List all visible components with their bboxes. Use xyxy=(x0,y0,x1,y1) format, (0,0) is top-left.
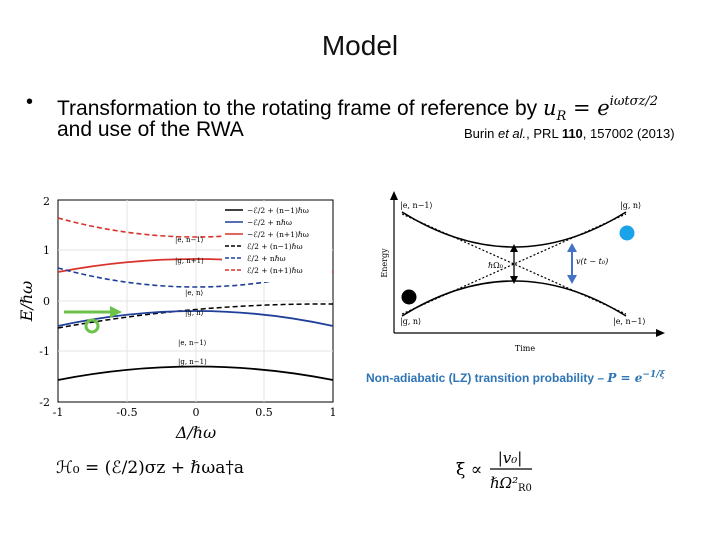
ref-volume: 110 xyxy=(561,126,583,141)
gap-label: ℏΩ₀ xyxy=(488,261,503,270)
xtick-05: 0.5 xyxy=(255,406,273,419)
lz-label-text: Non-adiabatic (LZ) transition probabilit… xyxy=(366,371,608,385)
velocity-arrow-bottom xyxy=(567,275,577,284)
curve-solid-black xyxy=(57,365,334,381)
bullet-line-1: Transformation to the rotating frame of … xyxy=(57,88,658,131)
ytick-m2: -2 xyxy=(39,396,50,409)
right-plot-ylabel: Energy xyxy=(380,248,389,278)
state-label-6: |g, n−1⟩ xyxy=(178,358,207,366)
left-plot-ylabel: E/ℏω xyxy=(17,281,36,322)
ytick-m1: -1 xyxy=(39,345,50,358)
legend-entry-5: ℰ/2 + nℏω xyxy=(247,254,286,263)
state-label-1: |e, n−1⟩ xyxy=(175,236,204,244)
gap-arrow-bottom xyxy=(510,276,518,284)
ref-journal: , PRL xyxy=(526,126,562,141)
lz-label-exp: −1/ξ xyxy=(642,370,665,380)
ref-rest: , 157002 (2013) xyxy=(582,126,675,141)
legend-entry-3: −ℰ/2 + (n+1)ℏω xyxy=(247,230,309,239)
xtick-1: 1 xyxy=(330,406,337,419)
adiabatic-upper xyxy=(401,211,627,248)
rotation-operator-sub: R xyxy=(556,109,567,124)
xtick-m05: -0.5 xyxy=(116,406,137,419)
right-plot-xlabel: Time xyxy=(515,344,535,353)
ytick-2: 2 xyxy=(43,195,50,208)
legend-entry-1: −ℰ/2 + (n−1)ℏω xyxy=(247,206,309,215)
rp-bottom-right-state: |e, n−1⟩ xyxy=(613,317,646,326)
left-plot-xlabel: Δ/ℏω xyxy=(175,423,216,442)
curve-dashed-black xyxy=(57,303,334,329)
landau-zener-diagram: Energy Time ℏΩ₀ v(t − t₀) |e, n−1⟩ |g, n… xyxy=(380,191,665,353)
state-label-2: |g, n+1⟩ xyxy=(175,257,204,265)
state-label-3: |e, n⟩ xyxy=(185,289,203,297)
rotation-operator-eq: = e xyxy=(566,96,610,120)
lz-label-math: P = e xyxy=(607,371,643,385)
xi-denominator-sub: R0 xyxy=(518,483,532,494)
bullet-line-2: and use of the RWA xyxy=(57,118,244,141)
xtick-m1: -1 xyxy=(53,406,64,419)
xi-formula: ξ ∝ |v₀| ℏΩ² R0 xyxy=(456,449,532,494)
adiabatic-lower xyxy=(401,280,627,317)
legend-entry-2: −ℰ/2 + nℏω xyxy=(247,218,292,227)
slide-title: Model xyxy=(321,30,399,61)
rotation-operator-base: u xyxy=(542,96,557,120)
right-plot-yaxis-arrow xyxy=(390,191,398,200)
xi-lhs: ξ ∝ xyxy=(456,460,482,480)
energy-level-plot: 2 1 0 -1 -2 -1 -0.5 0 0.5 1 Δ/ℏω E/ℏω |e… xyxy=(17,195,337,442)
green-arrow-head xyxy=(110,306,122,318)
right-plot-xaxis-arrow xyxy=(656,329,665,337)
rp-top-right-state: |g, n⟩ xyxy=(620,201,641,210)
bullet-line-1-text: Transformation to the rotating frame of … xyxy=(57,97,543,120)
state-label-4: |g, n⟩ xyxy=(185,309,204,317)
ytick-0: 0 xyxy=(43,295,50,308)
left-plot-legend: −ℰ/2 + (n−1)ℏω −ℰ/2 + nℏω −ℰ/2 + (n+1)ℏω… xyxy=(222,202,332,282)
rp-top-left-state: |e, n−1⟩ xyxy=(400,201,433,210)
legend-entry-6: ℰ/2 + (n+1)ℏω xyxy=(247,266,303,275)
bullet-marker: • xyxy=(26,91,34,113)
xtick-0: 0 xyxy=(193,406,200,419)
rotation-operator-exp: iωtσz/2 xyxy=(609,94,659,109)
rp-bottom-left-state: |g, n⟩ xyxy=(400,317,421,326)
xi-numerator: |v₀| xyxy=(498,449,523,467)
ytick-1: 1 xyxy=(43,244,50,257)
hamiltonian-formula: ℋ₀ = (ℰ/2)σz + ℏωa†a xyxy=(56,458,244,478)
cyan-dot-marker xyxy=(619,225,635,241)
ref-etal: et al. xyxy=(497,126,527,141)
green-circle-marker xyxy=(84,318,100,334)
velocity-arrow-top xyxy=(567,243,577,252)
gap-arrow-top xyxy=(510,244,518,252)
velocity-label: v(t − t₀) xyxy=(576,257,608,266)
legend-entry-4: ℰ/2 + (n−1)ℏω xyxy=(247,242,303,251)
state-label-5: |e, n−1⟩ xyxy=(178,339,207,347)
black-dot-marker xyxy=(401,289,417,305)
ref-prefix: Burin xyxy=(464,126,498,141)
reference-citation: Burin et al., PRL 110, 157002 (2013) xyxy=(464,126,675,141)
xi-denominator: ℏΩ² xyxy=(490,474,518,492)
lz-probability-label: Non-adiabatic (LZ) transition probabilit… xyxy=(366,370,665,385)
